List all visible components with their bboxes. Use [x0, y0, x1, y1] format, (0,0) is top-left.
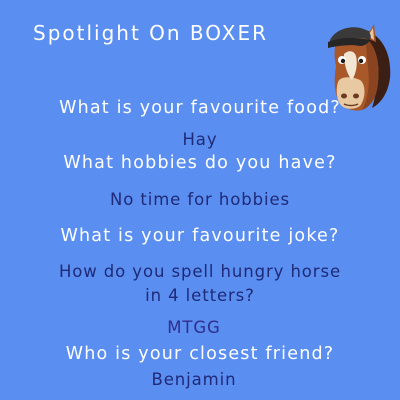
page-title: Spotlight On BOXER — [33, 21, 268, 45]
answer-joke-line-1: How do you spell hungry horse — [58, 262, 342, 281]
answer-closest-friend: Benjamin — [151, 370, 237, 389]
answer-joke-punchline: MTGG — [167, 318, 221, 337]
question-closest-friend: Who is your closest friend? — [65, 344, 335, 364]
answer-favourite-food: Hay — [182, 130, 218, 149]
answer-joke-line-2: in 4 letters? — [145, 286, 255, 305]
question-hobbies: What hobbies do you have? — [63, 153, 337, 173]
answer-hobbies: No time for hobbies — [109, 190, 291, 209]
question-favourite-joke: What is your favourite joke? — [60, 226, 340, 246]
question-favourite-food: What is your favourite food? — [59, 98, 341, 118]
horse-head-icon — [328, 24, 391, 111]
